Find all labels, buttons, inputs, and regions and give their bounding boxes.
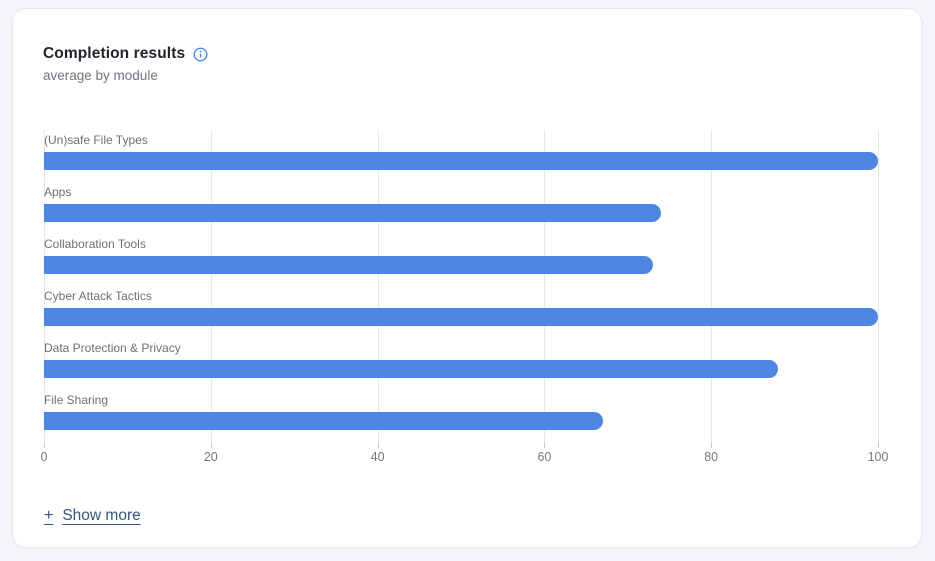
- bar-row: Collaboration Tools: [44, 234, 878, 286]
- bar-row: Cyber Attack Tactics: [44, 286, 878, 338]
- bar-chart: (Un)safe File Types Apps Collaboration Too…: [40, 130, 889, 466]
- gridline: [377, 130, 379, 448]
- bar[interactable]: [44, 308, 878, 326]
- bar[interactable]: [44, 256, 653, 274]
- chart-plot: (Un)safe File Types Apps Collaboration Too…: [44, 130, 879, 448]
- bar[interactable]: [44, 360, 778, 378]
- chart-subtitle: average by module: [43, 68, 158, 83]
- gridline: [44, 130, 45, 448]
- bar-row: (Un)safe File Types: [44, 130, 878, 182]
- completion-results-card: Completion results average by module (Un…: [12, 8, 922, 548]
- show-more-label: Show more: [62, 507, 141, 524]
- category-label: Collaboration Tools: [44, 237, 146, 251]
- gridline: [711, 130, 713, 448]
- bar-row: Data Protection & Privacy: [44, 338, 878, 390]
- bar[interactable]: [44, 204, 662, 222]
- category-label: File Sharing: [44, 393, 109, 407]
- gridline: [544, 130, 546, 448]
- show-more-button[interactable]: + Show more: [44, 507, 141, 525]
- category-label: Apps: [44, 185, 72, 199]
- gridline: [878, 130, 879, 448]
- x-axis: 0 20 40 60 80 100: [40, 450, 889, 466]
- info-icon[interactable]: [193, 47, 208, 62]
- bar[interactable]: [44, 412, 603, 430]
- gridline: [210, 130, 212, 448]
- x-tick-label: 100: [867, 450, 889, 464]
- card-header: Completion results average by module: [13, 9, 921, 83]
- x-tick-label: 60: [537, 450, 552, 464]
- category-label: (Un)safe File Types: [44, 133, 148, 147]
- plus-icon: +: [44, 507, 54, 524]
- category-label: Cyber Attack Tactics: [44, 289, 152, 303]
- bar-row: File Sharing: [44, 390, 878, 442]
- category-label: Data Protection & Privacy: [44, 341, 181, 355]
- x-tick-label: 0: [40, 450, 48, 464]
- x-tick-label: 80: [704, 450, 719, 464]
- x-tick-label: 40: [370, 450, 385, 464]
- bar-row: Apps: [44, 182, 878, 234]
- bar[interactable]: [44, 152, 878, 170]
- x-tick-label: 20: [203, 450, 218, 464]
- page-title: Completion results: [43, 45, 186, 62]
